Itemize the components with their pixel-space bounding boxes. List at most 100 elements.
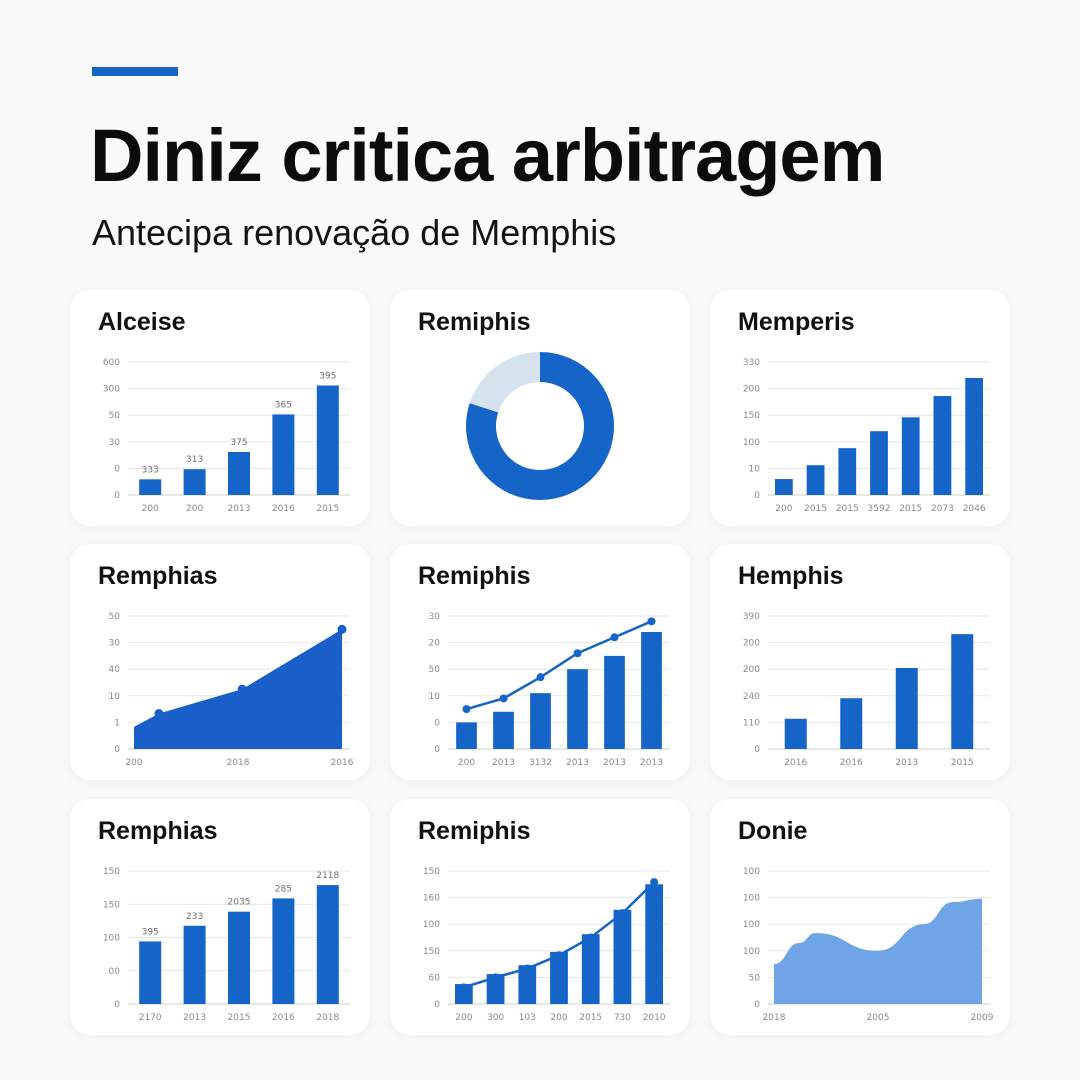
y-tick-label: 10 <box>429 692 441 702</box>
y-tick-label: 0 <box>114 745 120 755</box>
line-point <box>499 694 508 703</box>
x-tick-label: 2013 <box>895 758 918 768</box>
x-tick-label: 2016 <box>840 758 863 768</box>
x-tick-label: 2015 <box>804 504 827 514</box>
chart-plot: 0 50 100 100 100 100 2018 2005 2009 <box>743 867 994 1023</box>
chart-title: Remphias <box>98 562 218 590</box>
x-tick-label: 2009 <box>971 1013 994 1023</box>
data-label: 285 <box>275 884 292 894</box>
y-tick-label: 50 <box>109 612 121 622</box>
bar <box>183 469 206 495</box>
bar <box>139 479 162 495</box>
bar <box>228 911 250 1004</box>
data-label: 375 <box>230 438 247 448</box>
chart-plot: 0 110 240 200 200 390 2016 2016 2013 2015 <box>743 612 990 768</box>
y-tick-label: 150 <box>423 867 440 877</box>
bar <box>604 655 625 749</box>
bar <box>272 414 295 495</box>
y-tick-label: 100 <box>743 947 760 957</box>
y-tick-label: 0 <box>434 1000 440 1010</box>
data-label: 395 <box>142 927 159 937</box>
x-tick-label: 2015 <box>579 1013 602 1023</box>
x-tick-label: 300 <box>487 1013 504 1023</box>
bar <box>581 934 600 1004</box>
x-tick-label: 200 <box>142 504 159 514</box>
y-tick-label: 1 <box>114 718 120 728</box>
x-tick-label: 103 <box>519 1013 536 1023</box>
x-tick-label: 730 <box>614 1013 631 1023</box>
y-tick-label: 240 <box>743 692 760 702</box>
y-tick-label: 50 <box>109 411 121 421</box>
y-tick-label: 40 <box>109 665 121 675</box>
chart-title: Memperis <box>738 308 855 336</box>
area-point <box>237 684 247 694</box>
donut-slice <box>469 352 540 413</box>
y-tick-label: 150 <box>103 867 120 877</box>
chart-card: Remphias 0 00 100 150 150 395 233 2035 285 2118 217… <box>70 799 370 1035</box>
y-tick-label: 150 <box>423 947 440 957</box>
x-tick-label: 200 <box>775 504 792 514</box>
line-point <box>459 983 468 992</box>
y-tick-label: 0 <box>114 464 120 474</box>
bar <box>951 634 974 749</box>
x-tick-label: 2073 <box>931 504 954 514</box>
bar <box>965 377 984 495</box>
bar <box>228 451 250 495</box>
x-tick-label: 200 <box>125 758 142 768</box>
donut-slice <box>466 352 614 500</box>
x-tick-label: 200 <box>455 1013 472 1023</box>
page-title: Diniz critica arbitragem <box>90 114 885 197</box>
bar <box>895 667 918 749</box>
y-tick-label: 390 <box>743 612 760 622</box>
data-label: 313 <box>186 455 203 465</box>
line-point <box>536 673 545 682</box>
chart-title: Remiphis <box>418 562 531 590</box>
chart-plot: 0 0 10 50 20 30 200 2013 3132 2013 2013 2013 <box>429 612 670 768</box>
y-tick-label: 00 <box>109 967 121 977</box>
x-tick-label: 2018 <box>763 1013 786 1023</box>
x-tick-label: 200 <box>550 1013 567 1023</box>
x-tick-label: 2015 <box>316 504 339 514</box>
chart-card: Remiphis 0 60 150 100 160 150 200 300 103 200 2015 7… <box>390 799 690 1035</box>
y-tick-label: 30 <box>109 639 121 649</box>
area-point <box>154 709 164 719</box>
data-label: 233 <box>186 912 203 922</box>
y-tick-label: 50 <box>429 665 441 675</box>
y-tick-label: 200 <box>743 639 760 649</box>
data-label: 2035 <box>228 898 251 908</box>
y-tick-label: 100 <box>743 894 760 904</box>
chart-card: Remiphis 0 0 10 50 20 30 200 2013 3132 2013 2013 201… <box>390 544 690 780</box>
y-tick-label: 0 <box>754 491 760 501</box>
bar <box>567 669 588 749</box>
chart-plot: 0 0 30 50 300 600 333 313 375 365 395 200 200 2013 201… <box>103 358 350 514</box>
y-tick-label: 0 <box>434 745 440 755</box>
x-tick-label: 2016 <box>784 758 807 768</box>
data-label: 365 <box>275 400 292 410</box>
x-tick-label: 2015 <box>836 504 859 514</box>
bar <box>933 396 952 495</box>
chart-plot <box>466 352 614 500</box>
y-tick-label: 0 <box>434 718 440 728</box>
bar <box>486 974 505 1004</box>
data-label: 333 <box>142 465 159 475</box>
chart-card: Hemphis 0 110 240 200 200 390 2016 2016 2013 2015 <box>710 544 1010 780</box>
bar <box>838 448 857 495</box>
area-point <box>337 624 347 634</box>
page-subtitle: Antecipa renovação de Memphis <box>92 212 617 253</box>
x-tick-label: 2013 <box>603 758 626 768</box>
area-series <box>774 898 982 1004</box>
x-tick-label: 2046 <box>963 504 986 514</box>
y-tick-label: 330 <box>743 358 760 368</box>
x-tick-label: 200 <box>186 504 203 514</box>
y-tick-label: 100 <box>743 867 760 877</box>
x-tick-label: 2018 <box>227 758 250 768</box>
chart-plot: 0 60 150 100 160 150 200 300 103 200 2015 730 2010 <box>423 867 670 1023</box>
bar <box>774 479 793 495</box>
bar <box>840 698 863 749</box>
line-point <box>610 633 619 642</box>
x-tick-label: 2013 <box>640 758 663 768</box>
y-tick-label: 30 <box>109 438 121 448</box>
x-tick-label: 2015 <box>951 758 974 768</box>
chart-plot: 0 1 10 40 30 50 200 2018 2016 <box>109 612 354 768</box>
